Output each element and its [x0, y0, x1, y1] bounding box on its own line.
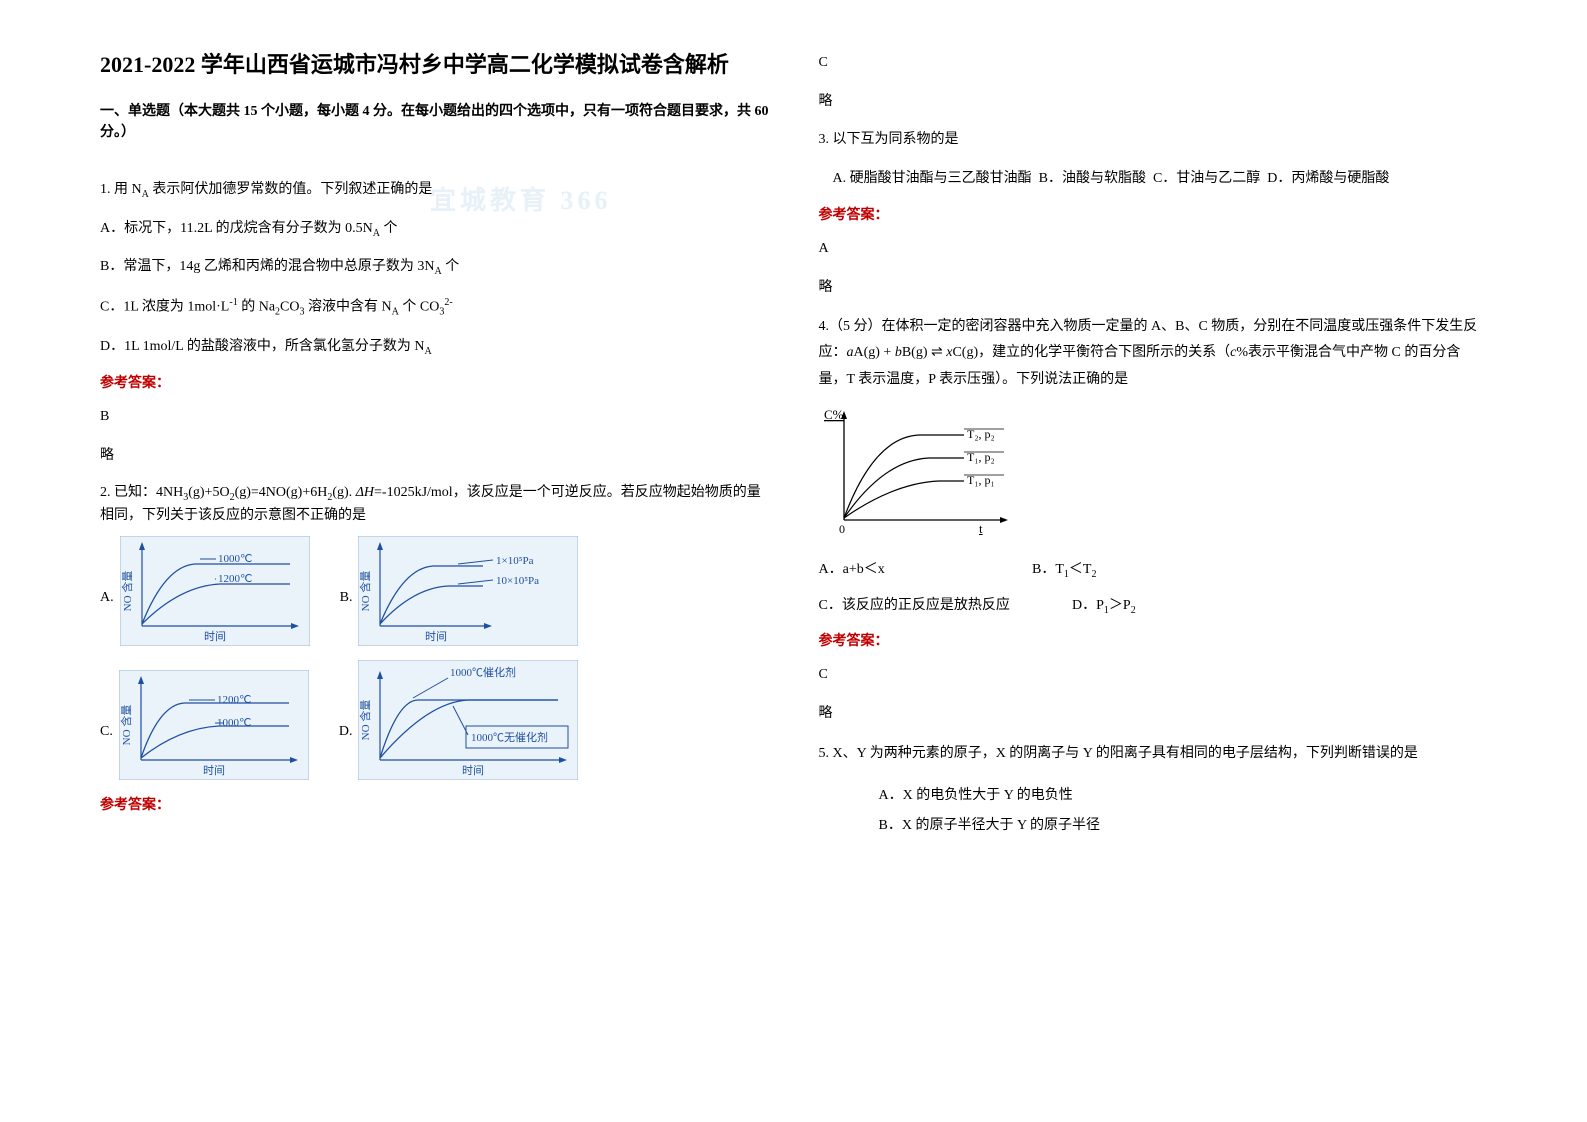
line2-label: 10×10⁵Pa [496, 575, 539, 587]
q2-fig-a-chart: NO 含量 1000℃ 1200℃ 时间 [120, 536, 310, 646]
q2-figure-grid: A. NO 含量 1000℃ 1200℃ [100, 536, 769, 780]
right-column: C 略 3. 以下互为同系物的是 A. 硬脂酸甘油酯与三乙酸甘油酯 B．油酸与软… [819, 50, 1488, 842]
q4-opt-d: D．P1＞P2 [1072, 598, 1136, 613]
q5-stem: 5. X、Y 为两种元素的原子，X 的阴离子与 Y 的阳离子具有相同的电子层结构… [819, 739, 1488, 768]
line2-label: 1000℃ [217, 717, 251, 729]
q2-fig-b-chart: NO 含量 1×10⁵Pa 10×10⁵Pa 时间 [358, 536, 578, 646]
xlabel: 时间 [203, 764, 225, 777]
q2-remark: 略 [819, 89, 1488, 116]
q2-fig-d-chart: NO 含量 1000℃催化剂 1000℃无催化剂 时间 [358, 660, 578, 780]
q1-stem: 1. 用 NA 表示阿伏加德罗常数的值。下列叙述正确的是 [100, 177, 769, 204]
q3-remark: 略 [819, 275, 1488, 302]
q4-stem: 4.（5 分）在体积一定的密闭容器中充入物质一定量的 A、B、C 物质，分别在不… [819, 314, 1488, 394]
line2-label: 1200℃ [218, 573, 252, 585]
q4-opt-b: B．T1＜T2 [1032, 562, 1096, 577]
q2-fig-b-letter: B. [340, 590, 353, 646]
q1-opt-d: D．1L 1mol/L 的盐酸溶液中，所含氯化氢分子数为 NA [100, 334, 769, 361]
q2-fig-b: B. NO 含量 1×10 [340, 536, 579, 646]
q4-origin: 0 [839, 522, 845, 535]
q4-xlabel: t [979, 521, 983, 535]
q2-fig-c-chart: NO 含量 1200℃ 1000℃ 时间 [119, 670, 309, 780]
q1-remark: 略 [100, 443, 769, 470]
q3-answer-label: 参考答案： [819, 204, 1488, 224]
line1-label: 1000℃催化剂 [450, 665, 516, 679]
q2-fig-a-letter: A. [100, 590, 114, 646]
line1-label: 1200℃ [217, 694, 251, 706]
q2-answer: C [819, 50, 1488, 77]
q1-opt-b: B．常温下，14g 乙烯和丙烯的混合物中总原子数为 3NA 个 [100, 254, 769, 281]
xlabel: 时间 [204, 630, 226, 643]
q4-opts-row1: A．a+b＜x B．T1＜T2 [819, 558, 1488, 580]
q3-opts: A. 硬脂酸甘油酯与三乙酸甘油酯 B．油酸与软脂酸 C．甘油与乙二醇 D．丙烯酸… [819, 166, 1488, 193]
q1-opt-a: A．标况下，11.2L 的戊烷含有分子数为 0.5NA 个 [100, 216, 769, 243]
left-column: 2021-2022 学年山西省运城市冯村乡中学高二化学模拟试卷含解析 一、单选题… [100, 50, 769, 842]
q4-answer: C [819, 662, 1488, 689]
q1-opt-c: C．1L 浓度为 1mol·L-1 的 Na2CO3 溶液中含有 NA 个 CO… [100, 293, 769, 321]
q4-answer-label: 参考答案： [819, 630, 1488, 650]
q2-row1: A. NO 含量 1000℃ 1200℃ [100, 536, 769, 646]
q4-opt-c: C．该反应的正反应是放热反应 [819, 594, 1069, 614]
q2-stem: 2. 已知：4NH3(g)+5O2(g)=4NO(g)+6H2(g). ΔH=-… [100, 482, 769, 528]
line1-label: 1×10⁵Pa [496, 555, 534, 567]
q2-fig-d: D. NO 含量 1000℃催化剂 [339, 660, 579, 780]
q4-ylabel: C% [824, 407, 844, 422]
page-container: 2021-2022 学年山西省运城市冯村乡中学高二化学模拟试卷含解析 一、单选题… [0, 0, 1587, 882]
q3-stem: 3. 以下互为同系物的是 [819, 127, 1488, 154]
q4-opts-row2: C．该反应的正反应是放热反应 D．P1＞P2 [819, 594, 1488, 616]
q3-answer: A [819, 236, 1488, 263]
q2-fig-c-letter: C. [100, 724, 113, 780]
q2-answer-label: 参考答案： [100, 794, 769, 814]
q4-opt-a: A．a+b＜x [819, 558, 1029, 578]
q1-answer: B [100, 404, 769, 431]
q4-remark: 略 [819, 701, 1488, 728]
q5-opt-b: B．X 的原子半径大于 Y 的原子半径 [879, 811, 1488, 842]
q2-fig-a: A. NO 含量 1000℃ 1200℃ [100, 536, 310, 646]
q2-row2: C. NO 含量 1200 [100, 660, 769, 780]
q2-fig-c: C. NO 含量 1200 [100, 670, 309, 780]
xlabel: 时间 [425, 630, 447, 643]
ylabel: NO 含量 [358, 570, 372, 611]
q4-figure: C% 0 t T₂, p₂ T₁, p₂ T₁, p₁ [819, 405, 1488, 540]
q1-answer-label: 参考答案： [100, 372, 769, 392]
xlabel: 时间 [462, 764, 484, 777]
ylabel: NO 含量 [119, 704, 133, 745]
ylabel: NO 含量 [358, 699, 372, 740]
q5-opt-a: A．X 的电负性大于 Y 的电负性 [879, 781, 1488, 812]
q2-fig-d-letter: D. [339, 724, 353, 780]
line2-label: 1000℃无催化剂 [471, 730, 548, 744]
ylabel: NO 含量 [120, 570, 134, 611]
line1-label: 1000℃ [218, 553, 252, 565]
exam-title: 2021-2022 学年山西省运城市冯村乡中学高二化学模拟试卷含解析 [100, 50, 769, 81]
section-intro: 一、单选题（本大题共 15 个小题，每小题 4 分。在每小题给出的四个选项中，只… [100, 101, 769, 143]
